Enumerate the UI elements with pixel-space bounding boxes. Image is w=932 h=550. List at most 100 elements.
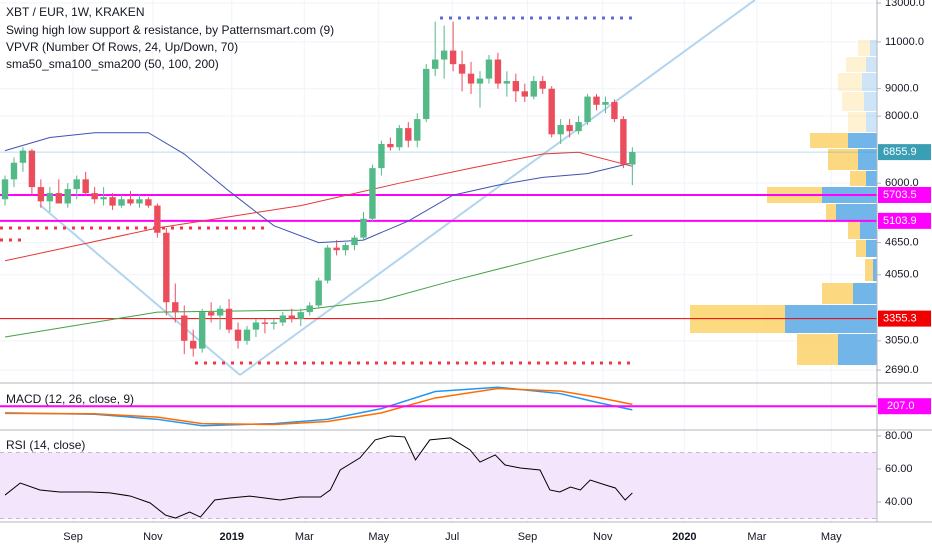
x-tick-label: Mar	[295, 531, 314, 543]
candle-body	[414, 119, 421, 141]
candle-body	[431, 59, 439, 69]
candle-body	[225, 308, 233, 330]
candle-body	[243, 329, 251, 341]
labels: Sep Nov 2019 Mar May Jul Sep Nov 2020 Mar May 13000…	[63, 0, 931, 543]
sma-line	[4, 132, 633, 244]
candle-body	[82, 179, 89, 194]
candle-body	[360, 218, 367, 238]
candle-body	[154, 205, 161, 233]
symbol-title: XBT / EUR, 1W, KRAKEN	[6, 5, 144, 19]
candle-body	[405, 128, 412, 141]
candle-body	[207, 312, 215, 316]
candle-body	[91, 193, 98, 200]
candle-body	[584, 96, 591, 123]
y-tick-label: 4650.0	[885, 236, 919, 248]
candle-body	[333, 247, 340, 251]
price-badge-label: 207.0	[887, 400, 915, 412]
y-tick-label: 2690.0	[885, 364, 919, 376]
candle-body	[118, 199, 125, 206]
price-badge-label: 6855.9	[883, 146, 917, 158]
candle-body	[279, 315, 287, 323]
candle-body	[620, 119, 627, 165]
y-tick-label: 8000.0	[885, 110, 919, 122]
candle-body	[216, 308, 224, 316]
price-badge-label: 5103.9	[883, 215, 917, 227]
y-tick-label: 3050.0	[885, 335, 919, 347]
candle-body	[396, 128, 403, 148]
candle-body	[288, 315, 295, 319]
candle-body	[494, 59, 502, 84]
candle-body	[100, 197, 107, 200]
candle-body	[440, 50, 448, 60]
candle-body	[64, 189, 71, 204]
rsi-legend: RSI (14, close)	[6, 438, 85, 452]
candle-body	[548, 88, 555, 135]
candle-body	[46, 193, 54, 202]
candle-body	[145, 199, 152, 206]
candle-body	[181, 315, 188, 341]
candle-body	[539, 81, 546, 89]
candle-body	[566, 125, 573, 132]
candle-body	[198, 312, 206, 349]
candle-body	[55, 193, 62, 204]
candle-body	[342, 245, 349, 251]
candle-body	[521, 91, 529, 97]
trend-line	[239, 0, 756, 376]
price-badge	[878, 144, 931, 161]
sma-line	[4, 151, 633, 262]
x-tick-label: 2019	[220, 531, 244, 543]
indicator-legend: VPVR (Number Of Rows, 24, Up/Down, 70)	[6, 40, 238, 54]
candle-body	[234, 329, 242, 341]
candle-body	[485, 59, 493, 79]
macd-line	[5, 386, 633, 427]
candle-body	[512, 81, 520, 92]
candle-body	[387, 143, 394, 148]
candle-body	[476, 78, 484, 84]
macd-legend: MACD (12, 26, close, 9)	[6, 392, 134, 406]
candle-body	[611, 102, 618, 120]
x-tick-label: 2020	[672, 531, 696, 543]
candle-body	[270, 322, 278, 324]
price-badge	[878, 212, 931, 229]
price-badge	[878, 310, 931, 327]
candle-body	[127, 199, 134, 204]
x-tick-label: Nov	[143, 531, 163, 543]
candle-body	[172, 302, 179, 313]
candle-body	[629, 152, 636, 165]
price-badge	[878, 398, 931, 415]
candle-body	[557, 125, 564, 135]
y-tick-label: 40.00	[885, 496, 913, 508]
candle-body	[324, 247, 331, 281]
rsi-line	[4, 435, 633, 519]
candle-body	[261, 322, 269, 324]
grid	[0, 0, 877, 522]
indicator-legend: sma50_sma100_sma200 (50, 100, 200)	[6, 57, 219, 71]
candle-body	[73, 179, 80, 190]
candle-body	[602, 102, 609, 105]
candle-body	[378, 143, 385, 169]
price-badge-label: 3355.3	[883, 313, 917, 325]
x-tick-label: May	[368, 531, 389, 543]
indicator-legend: Swing high low support & resistance, by …	[6, 23, 334, 37]
candle-body	[458, 64, 466, 74]
trend-line	[39, 204, 241, 376]
candle-body	[10, 162, 18, 180]
y-tick-label: 11000.0	[885, 36, 924, 48]
macd-line	[5, 387, 633, 426]
candle-body	[190, 340, 197, 349]
candle-body	[530, 81, 537, 97]
candle-body	[369, 168, 376, 219]
y-tick-label: 6000.0	[885, 177, 919, 189]
y-tick-label: 4050.0	[885, 269, 919, 281]
candle-body	[306, 305, 313, 313]
candle-body	[423, 68, 430, 120]
candle-body	[252, 322, 260, 330]
x-tick-label: Mar	[747, 531, 766, 543]
y-tick-label: 9000.0	[885, 83, 919, 95]
candle-body	[28, 150, 36, 188]
candle-body	[163, 232, 170, 303]
candle-body	[575, 122, 582, 132]
candle-body	[449, 50, 457, 65]
rsi-band	[0, 452, 877, 519]
